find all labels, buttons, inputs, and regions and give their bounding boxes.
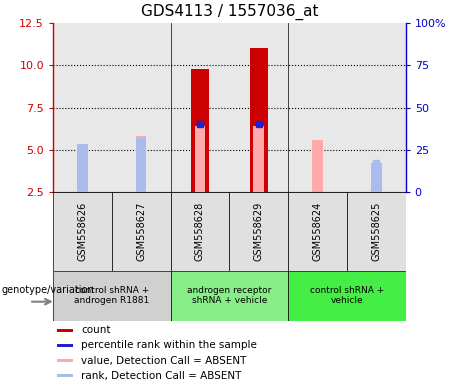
Bar [254, 126, 264, 192]
Bar [57, 329, 73, 332]
Bar [57, 344, 73, 347]
Bar [229, 192, 288, 271]
Bar [288, 271, 406, 321]
Text: control shRNA +
vehicle: control shRNA + vehicle [310, 286, 384, 305]
Bar [57, 374, 73, 377]
Bar [347, 192, 406, 271]
Bar [112, 192, 171, 271]
Text: rank, Detection Call = ABSENT: rank, Detection Call = ABSENT [81, 371, 242, 381]
Bar [171, 23, 229, 192]
Bar [136, 136, 147, 192]
Bar [57, 359, 73, 362]
Bar [171, 192, 230, 271]
Bar [250, 48, 267, 192]
Text: GSM558626: GSM558626 [77, 202, 88, 261]
Bar [171, 271, 288, 321]
Bar [288, 23, 347, 192]
Bar [53, 192, 112, 271]
Text: count: count [81, 325, 111, 335]
Text: control shRNA +
androgen R1881: control shRNA + androgen R1881 [74, 286, 149, 305]
Bar [371, 192, 382, 195]
Text: GSM558625: GSM558625 [371, 202, 381, 261]
Bar [53, 23, 112, 192]
Text: percentile rank within the sample: percentile rank within the sample [81, 340, 257, 350]
Bar [112, 23, 171, 192]
Bar [53, 271, 171, 321]
Text: GSM558624: GSM558624 [313, 202, 323, 261]
Bar [77, 145, 88, 192]
Text: GSM558629: GSM558629 [254, 202, 264, 261]
Text: GSM558628: GSM558628 [195, 202, 205, 261]
Text: GSM558627: GSM558627 [136, 202, 146, 261]
Bar [136, 138, 147, 192]
Text: androgen receptor
shRNA + vehicle: androgen receptor shRNA + vehicle [187, 286, 272, 305]
Title: GDS4113 / 1557036_at: GDS4113 / 1557036_at [141, 4, 318, 20]
Bar [191, 69, 209, 192]
Bar [371, 163, 382, 192]
Bar [312, 140, 323, 192]
Bar [77, 144, 88, 192]
Text: value, Detection Call = ABSENT: value, Detection Call = ABSENT [81, 356, 247, 366]
Bar [195, 126, 205, 192]
Bar [347, 23, 406, 192]
Bar [288, 192, 347, 271]
Text: genotype/variation: genotype/variation [1, 285, 94, 295]
Bar [229, 23, 288, 192]
